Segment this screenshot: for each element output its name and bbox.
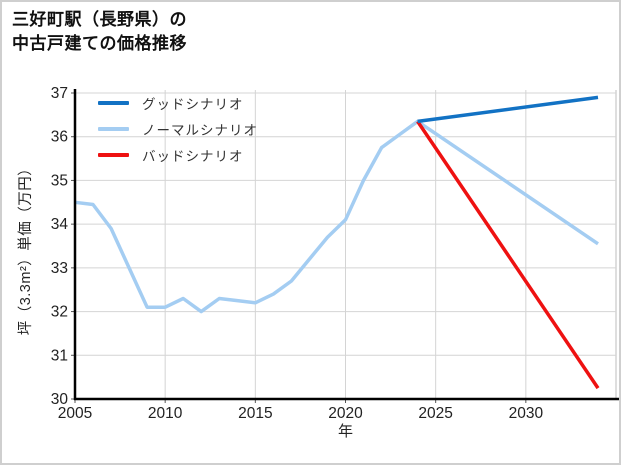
legend-line-swatch bbox=[98, 127, 129, 131]
y-tick-label: 31 bbox=[51, 347, 68, 364]
x-axis-label: 年 bbox=[337, 423, 353, 440]
x-tick-label: 2030 bbox=[509, 405, 544, 422]
y-tick-label: 30 bbox=[51, 391, 69, 408]
chart-title-line1: 三好町駅（長野県）の bbox=[12, 10, 187, 29]
legend-label: バッドシナリオ bbox=[142, 149, 244, 164]
chart-title-line2: 中古戸建ての価格推移 bbox=[12, 34, 187, 53]
legend-row-2: バッドシナリオ bbox=[98, 146, 258, 164]
normal-scenario-line bbox=[74, 119, 599, 314]
y-tick-label: 33 bbox=[51, 260, 68, 277]
x-tick-label: 2005 bbox=[58, 405, 92, 422]
y-tick-label: 34 bbox=[51, 216, 69, 233]
legend-row-1: ノーマルシナリオ bbox=[98, 120, 258, 138]
y-tick-label: 37 bbox=[51, 85, 68, 102]
legend-line-swatch bbox=[98, 153, 129, 157]
legend-line-swatch bbox=[98, 101, 129, 105]
good-scenario-line bbox=[417, 95, 599, 124]
y-axis-label: 坪（3.3m²）単価（万円） bbox=[18, 160, 34, 336]
x-tick-label: 2025 bbox=[418, 405, 452, 422]
x-tick-label: 2010 bbox=[148, 405, 183, 422]
legend-label: ノーマルシナリオ bbox=[142, 123, 258, 138]
chart-legend: グッドシナリオ ノーマルシナリオ バッドシナリオ bbox=[98, 94, 258, 164]
y-tick-label: 32 bbox=[51, 304, 68, 321]
x-tick-label: 2015 bbox=[238, 405, 272, 422]
x-tick-label: 2020 bbox=[328, 405, 363, 422]
y-tick-label: 35 bbox=[51, 172, 68, 189]
bad-scenario-line bbox=[416, 120, 600, 390]
chart-title: 三好町駅（長野県）の 中古戸建ての価格推移 bbox=[12, 8, 187, 56]
y-tick-label: 36 bbox=[51, 129, 68, 146]
legend-row-0: グッドシナリオ bbox=[98, 94, 258, 112]
legend-label: グッドシナリオ bbox=[142, 97, 244, 112]
